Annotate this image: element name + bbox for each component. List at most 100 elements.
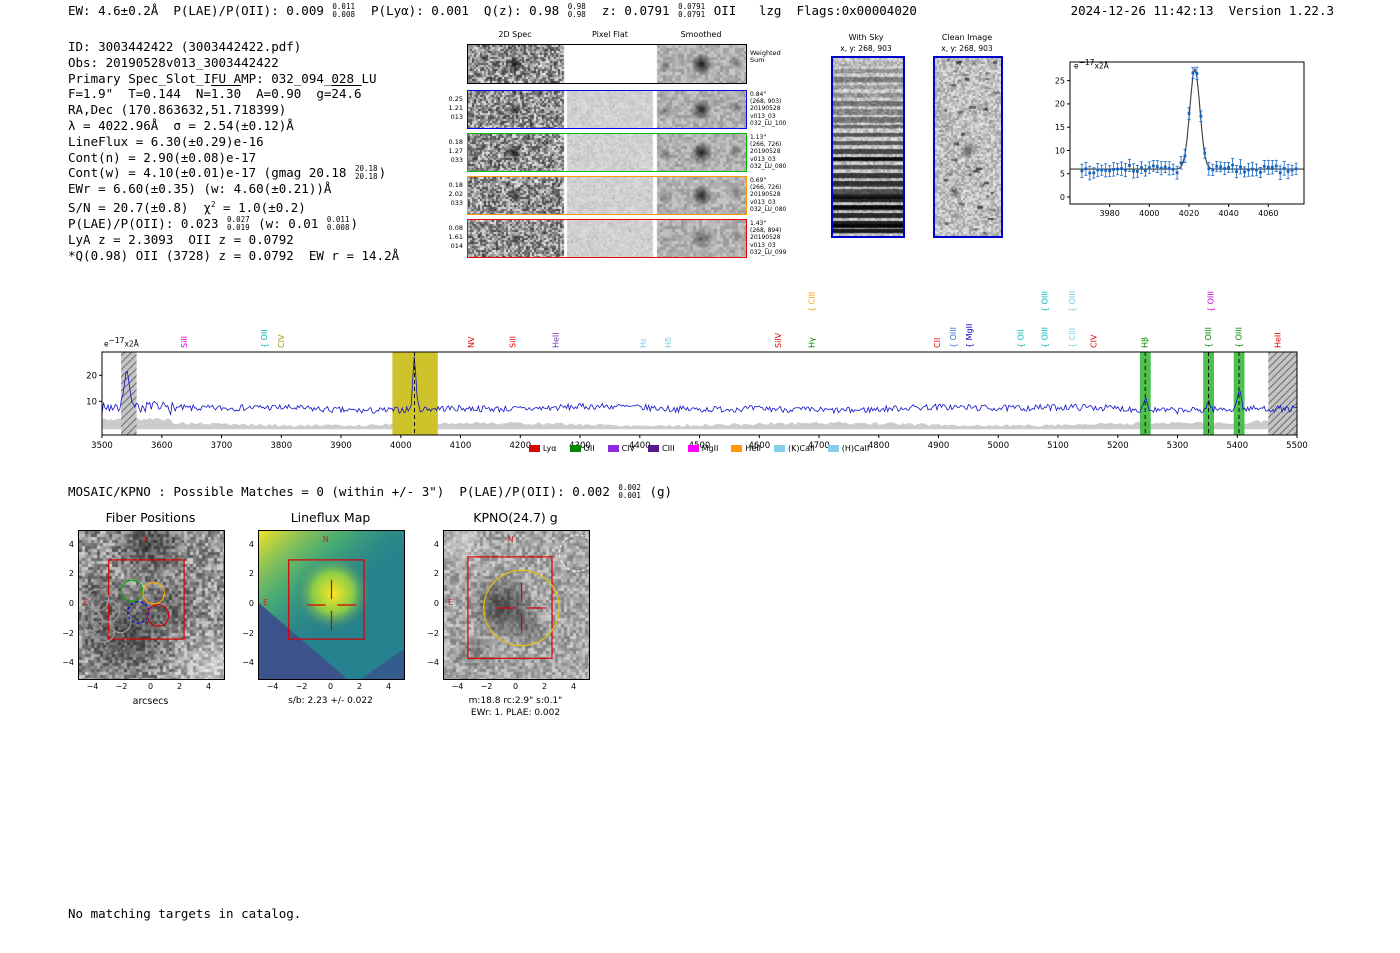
zoom-units-label: e−17x2Å (1074, 58, 1109, 71)
y-tick-label: 0 (248, 599, 254, 608)
compass-north-label: N (323, 535, 329, 544)
clean-image (935, 58, 1001, 236)
kpno-ew-caption: EWr: 1. PLAE: 0.002 (470, 708, 561, 718)
spectrum-data-point (1282, 166, 1286, 170)
spectrum-data-point (1219, 165, 1223, 169)
x-tick-label: 3900 (330, 441, 352, 451)
spectrum-data-point (1223, 167, 1227, 170)
fiber-2d-row (467, 90, 747, 129)
spectrum-data-point (1187, 112, 1191, 115)
legend-swatch (827, 445, 839, 452)
legend-item: (H)CaII (827, 444, 869, 453)
y-tick-label: −2 (427, 628, 439, 638)
x-tick-label: 4700 (808, 441, 830, 451)
spectrum-data-point (1235, 170, 1238, 173)
y-tick-label: 2 (68, 569, 74, 579)
legend-label: Lyα (542, 444, 557, 453)
fiber-2d-row (467, 133, 747, 172)
spectrum-data-point (1080, 169, 1084, 173)
spectrum-data-point (1195, 72, 1199, 75)
spectrum-data-point (1239, 165, 1242, 169)
spectrum-data-point (1171, 168, 1175, 171)
spectrum-data-point (1270, 165, 1274, 169)
legend-swatch (647, 445, 659, 452)
spectrum-data-point (1112, 168, 1115, 171)
solution-line-band (1203, 352, 1214, 435)
compass-east-label: E (263, 598, 268, 607)
spectrum-data-point (1290, 168, 1294, 172)
masked-region (1268, 352, 1297, 435)
fiber-2d-row-image (468, 134, 746, 171)
legend-item: MgII (687, 444, 718, 453)
y-tick-label: 2 (248, 569, 254, 579)
spectrum-data-point (1211, 168, 1215, 172)
with-sky-title: With Sky (848, 33, 884, 42)
spectrum-data-point (1259, 171, 1262, 174)
legend-item: CIV (607, 444, 635, 453)
compass-north-label: N (143, 535, 149, 544)
spectrum-data-point (1294, 167, 1298, 171)
solution-line-band (1233, 352, 1245, 435)
x-tick-label: 5000 (987, 441, 1009, 451)
header-summary-line: EW: 4.6±0.2Å P(LAE)/P(OII): 0.009 0.011 0… (68, 2, 917, 19)
spectrum-data-point (1088, 171, 1092, 175)
x-tick-label: 3700 (211, 441, 233, 451)
full-spectrum-plot: 3500360037003800390040004100420043004400… (86, 291, 1308, 451)
x-tick-label: 4 (570, 682, 577, 691)
spectrum-data-point (1199, 114, 1203, 118)
lineflux-map-caption: s/b: 2.23 +/- 0.022 (288, 696, 373, 706)
fiber-circle (142, 581, 165, 605)
legend-label: OII (583, 444, 595, 453)
y-tick-label: 10 (86, 397, 97, 407)
spectrum-data-point (1278, 171, 1282, 175)
spectrum-data-point (1116, 167, 1119, 171)
fiber-circle (120, 579, 144, 603)
emission-line-label: SiII (509, 336, 518, 348)
spectrum-data-point (1274, 164, 1278, 168)
y-tick-label: 4 (68, 539, 74, 549)
with-sky-coords: x, y: 268, 903 (840, 44, 892, 53)
y-tick-label: 5 (1060, 170, 1065, 179)
kpno-cutout-title: KPNO(24.7) g (473, 510, 558, 525)
with-sky-panel (831, 56, 905, 238)
y-tick-label: 20 (86, 371, 97, 381)
emission-line-label: { OIII (1207, 291, 1216, 312)
x-tick-label: 4900 (928, 441, 950, 451)
fiber-circle (146, 604, 170, 627)
spectrum-data-point (1132, 169, 1135, 173)
emission-line-label: CIV (277, 334, 286, 348)
x-tick-label: 2 (356, 682, 363, 691)
footer-notes: No matching targets in catalog. Row inte… (68, 875, 301, 953)
compass-east-label: E (83, 598, 88, 607)
fiber-2d-row-image (468, 91, 746, 128)
legend-item: CIII (647, 444, 675, 453)
weighted-sum-strip-image (468, 45, 746, 83)
x-tick-label: 5300 (1167, 441, 1189, 451)
x-tick-label: 0 (512, 682, 519, 691)
kpno-cutout-overlay: NE (448, 534, 589, 659)
legend-item: (K)CaII (774, 444, 815, 453)
x-tick-label: 3500 (91, 441, 113, 451)
info-line: F=1.9" T=0.144 N=1.30 A=0.90 g=24.6 (68, 86, 362, 102)
fiber-annotation: 1.43" (268, 894) 20190528 v013_03 032_LU_099 (750, 220, 787, 256)
legend-swatch (731, 445, 743, 452)
fiber-annotation: 0.84" (268, 903) 20190528 v013_03 032_LU_100 (750, 91, 787, 127)
legend-item: HeII (731, 444, 761, 453)
spectrum-data-point (1207, 167, 1211, 171)
info-line: RA,Dec (170.863632,51.718399) (68, 102, 287, 118)
emission-line-label: { OIII (1040, 327, 1049, 348)
spectrum-data-point (1215, 164, 1219, 168)
spectrum-data-point (1092, 171, 1096, 175)
legend-label: CIV (621, 444, 635, 453)
fiber-weight-values: 0.18 2.02 033 (448, 181, 463, 207)
spectrum-data-point (1108, 169, 1112, 173)
fiber-2d-row-image (468, 220, 746, 257)
emission-line-label: SiIV (774, 332, 783, 348)
spectrum-data-point (1120, 167, 1123, 170)
legend-swatch (569, 445, 581, 452)
emission-line-label: NV (467, 336, 476, 348)
legend-swatch (607, 445, 619, 452)
legend-swatch (687, 445, 699, 452)
emission-line-label: { OII (260, 329, 269, 348)
